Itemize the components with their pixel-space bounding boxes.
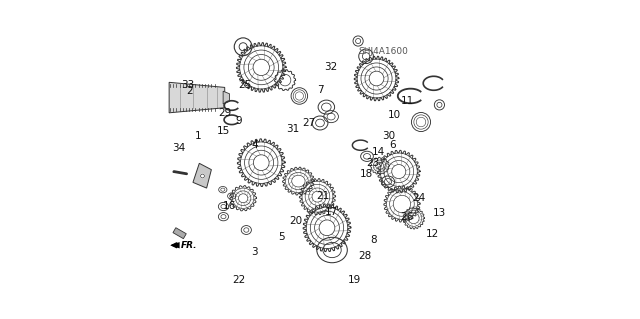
- Text: 4: 4: [252, 140, 258, 150]
- Text: 14: 14: [372, 146, 385, 157]
- Text: 33: 33: [182, 80, 195, 90]
- Text: 8: 8: [371, 235, 378, 246]
- Polygon shape: [223, 91, 230, 104]
- Ellipse shape: [412, 113, 431, 131]
- Ellipse shape: [218, 202, 228, 211]
- Ellipse shape: [352, 54, 401, 103]
- Text: FR.: FR.: [181, 241, 198, 250]
- Text: 28: 28: [358, 251, 371, 261]
- Ellipse shape: [301, 202, 353, 254]
- Ellipse shape: [369, 156, 390, 175]
- Ellipse shape: [218, 212, 228, 221]
- Ellipse shape: [359, 49, 373, 63]
- Ellipse shape: [274, 69, 296, 91]
- Text: 12: 12: [426, 229, 440, 239]
- Ellipse shape: [219, 187, 227, 193]
- Ellipse shape: [234, 40, 289, 95]
- Polygon shape: [173, 228, 186, 239]
- Polygon shape: [170, 242, 180, 249]
- Text: 3: 3: [252, 247, 258, 256]
- Ellipse shape: [228, 184, 258, 212]
- Text: 19: 19: [348, 275, 362, 285]
- Text: 1: 1: [195, 131, 201, 141]
- Text: 34: 34: [172, 143, 186, 153]
- Text: 10: 10: [388, 110, 401, 120]
- Polygon shape: [193, 163, 211, 188]
- Ellipse shape: [361, 151, 373, 161]
- Text: 7: 7: [317, 85, 323, 95]
- Text: 22: 22: [232, 275, 246, 285]
- Text: 27: 27: [302, 118, 316, 128]
- Text: 2: 2: [186, 86, 193, 96]
- Text: SHJ4A1600: SHJ4A1600: [358, 47, 408, 56]
- Text: 24: 24: [412, 193, 425, 203]
- Text: 16: 16: [223, 201, 236, 211]
- Text: 13: 13: [433, 209, 445, 219]
- Text: 11: 11: [401, 96, 414, 106]
- Text: 18: 18: [360, 169, 372, 179]
- Ellipse shape: [317, 237, 348, 263]
- Ellipse shape: [435, 100, 445, 110]
- Text: 9: 9: [236, 116, 243, 126]
- Text: 15: 15: [216, 126, 230, 136]
- Ellipse shape: [235, 137, 287, 189]
- Ellipse shape: [291, 88, 308, 104]
- Ellipse shape: [241, 226, 252, 234]
- Ellipse shape: [312, 116, 328, 130]
- Ellipse shape: [324, 111, 339, 123]
- Polygon shape: [169, 82, 225, 113]
- Text: 21: 21: [317, 191, 330, 201]
- Ellipse shape: [375, 148, 422, 195]
- Text: 20: 20: [290, 216, 303, 226]
- Ellipse shape: [353, 36, 363, 46]
- Text: 17: 17: [324, 207, 338, 217]
- Ellipse shape: [381, 176, 395, 188]
- Text: 25: 25: [239, 80, 252, 90]
- Text: 5: 5: [278, 232, 285, 242]
- Ellipse shape: [298, 177, 337, 217]
- Ellipse shape: [234, 38, 252, 56]
- Text: 26: 26: [401, 212, 414, 222]
- Text: 6: 6: [390, 140, 396, 150]
- Text: 29: 29: [218, 108, 231, 118]
- Text: 30: 30: [381, 131, 395, 141]
- Ellipse shape: [281, 166, 316, 197]
- Ellipse shape: [382, 184, 422, 224]
- Ellipse shape: [228, 193, 236, 199]
- Ellipse shape: [402, 206, 426, 230]
- Ellipse shape: [200, 174, 204, 178]
- Text: 32: 32: [324, 63, 338, 72]
- Text: 23: 23: [366, 158, 379, 168]
- Ellipse shape: [318, 100, 335, 114]
- Text: 31: 31: [286, 124, 300, 134]
